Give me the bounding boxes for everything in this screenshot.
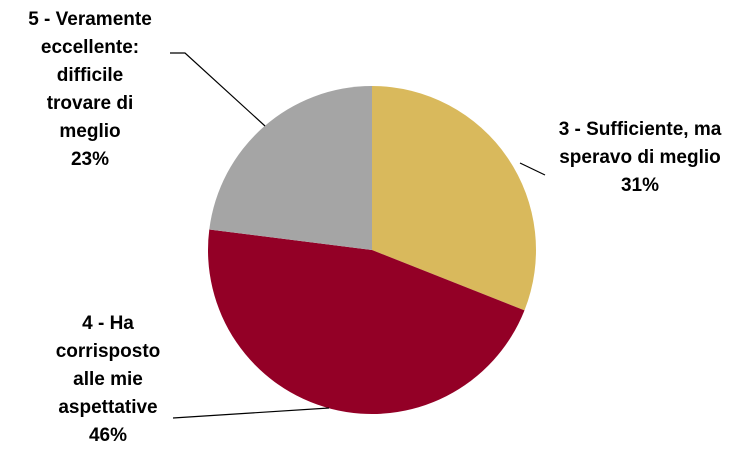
slice-label-1: 3 - Sufficiente, ma speravo di meglio 31% — [559, 119, 722, 196]
slice-label-line: trovare di — [47, 93, 134, 114]
pie-slice-1 — [372, 86, 536, 311]
slice-label-2: 4 - Ha corrisposto alle mie aspettative 46% — [56, 313, 161, 446]
slice-percent-2: 46% — [89, 425, 127, 446]
slice-label-line: meglio — [59, 121, 120, 142]
slice-label-line: 3 - Sufficiente, ma — [559, 119, 722, 140]
slice-label-line: 4 - Ha — [82, 313, 134, 334]
leader-line-2 — [172, 407, 330, 419]
slice-label-line: aspettative — [58, 397, 157, 418]
leader-line-3 — [170, 52, 266, 127]
leader-lines — [170, 52, 546, 419]
pie-slices — [207, 85, 536, 414]
slice-label-line: alle mie — [73, 369, 143, 390]
slice-label-line: eccellente: — [41, 37, 139, 58]
slice-label-line: difficile — [57, 65, 124, 86]
leader-line-1 — [519, 162, 546, 176]
slice-percent-3: 23% — [71, 149, 109, 170]
pie-slice-2 — [207, 229, 525, 414]
slice-labels: 3 - Sufficiente, ma speravo di meglio 31% 4… — [28, 9, 722, 446]
slice-label-line: speravo di meglio — [559, 147, 721, 168]
slice-label-3: 5 - Veramente eccellente: difficile trovare… — [28, 9, 152, 170]
slice-label-line: 5 - Veramente — [28, 9, 152, 30]
slice-percent-1: 31% — [621, 175, 659, 196]
pie-slice-3 — [209, 85, 372, 250]
slice-label-line: corrisposto — [56, 341, 161, 362]
